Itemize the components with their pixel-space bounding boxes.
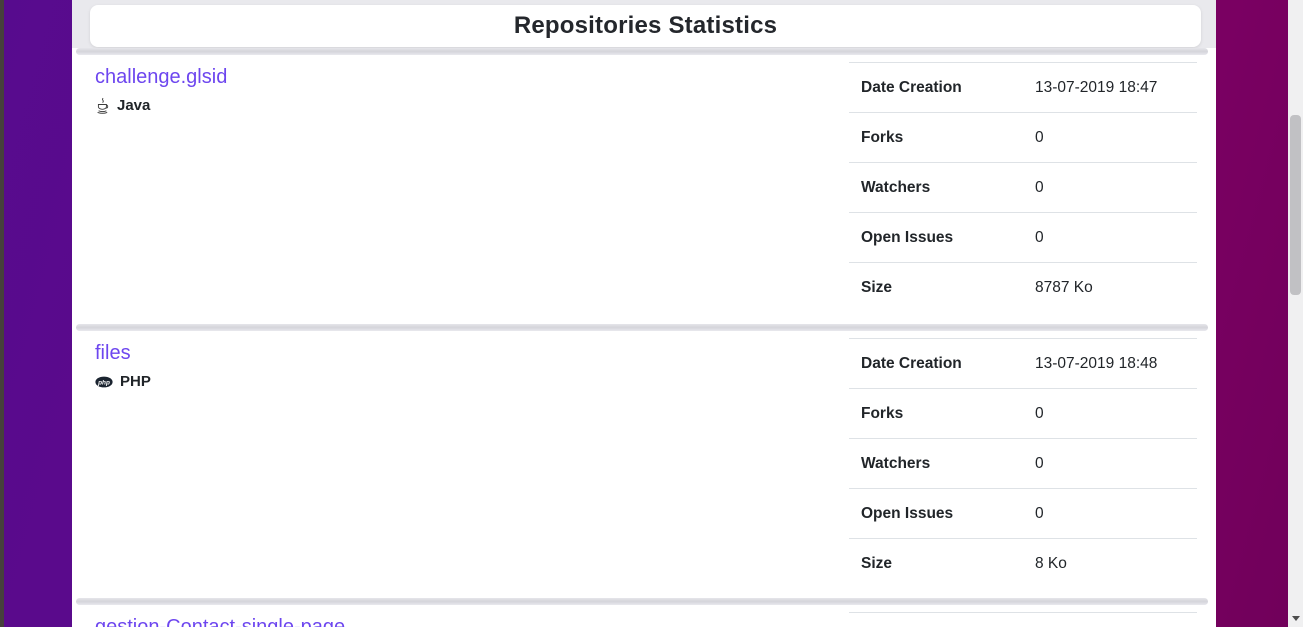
scrollbar-down-button[interactable]	[1288, 609, 1303, 627]
stats-row: Date Creation 13-07-2019 18:47	[849, 62, 1197, 112]
section-divider	[76, 324, 1208, 331]
stats-row: Date Creation 13-07-2019 18:48	[849, 338, 1197, 388]
stats-row: Size 8787 Ko	[849, 262, 1197, 312]
stats-row: Watchers 0	[849, 438, 1197, 488]
desktop-left-edge	[0, 0, 4, 627]
stats-row: Forks 0	[849, 388, 1197, 438]
scrollbar-thumb[interactable]	[1290, 115, 1301, 295]
stat-label: Date Creation	[861, 79, 962, 96]
repo-stats-table: Date Creation 13-07-2019 18:47 Forks 0 W…	[849, 62, 1197, 312]
stat-label: Forks	[861, 405, 904, 422]
repo-name-link[interactable]: gestion-Contact-single-page	[95, 616, 346, 627]
stat-label: Forks	[861, 129, 904, 146]
section-divider	[76, 48, 1208, 55]
repo-card: files php PHP Date Creation 13-07-2019 1…	[72, 331, 1216, 598]
stat-value: 13-07-2019 18:47	[1035, 79, 1158, 96]
stat-label: Size	[861, 279, 893, 296]
stat-value: 0	[1035, 505, 1044, 522]
repo-card: gestion-Contact-single-page	[72, 605, 1216, 627]
java-icon	[95, 97, 110, 114]
repo-card: challenge.glsid Java Date Creation 13	[72, 55, 1216, 324]
stat-label: Open Issues	[861, 229, 954, 246]
stat-label: Open Issues	[861, 505, 954, 522]
stat-label: Date Creation	[861, 355, 962, 372]
stat-label: Size	[861, 555, 893, 572]
repo-language-label: PHP	[120, 373, 151, 390]
repo-language-row: Java	[95, 97, 1216, 114]
stat-value: 0	[1035, 405, 1044, 422]
stat-label: Watchers	[861, 179, 931, 196]
stat-value: 13-07-2019 18:48	[1035, 355, 1158, 372]
stats-row: Size 8 Ko	[849, 538, 1197, 588]
stat-label: Watchers	[861, 455, 931, 472]
stats-row: Forks 0	[849, 112, 1197, 162]
stat-value: 8787 Ko	[1035, 279, 1093, 296]
repo-language-row: php PHP	[95, 373, 1216, 390]
page-title-card: Repositories Statistics	[90, 5, 1201, 47]
repo-language-label: Java	[117, 97, 151, 114]
svg-text:php: php	[97, 379, 110, 386]
stat-value: 8 Ko	[1035, 555, 1067, 572]
php-icon: php	[95, 376, 113, 388]
stat-value: 0	[1035, 129, 1044, 146]
scrollbar-track[interactable]	[1288, 0, 1303, 627]
chevron-down-icon	[1291, 616, 1300, 621]
stats-row: Watchers 0	[849, 162, 1197, 212]
stat-value: 0	[1035, 229, 1044, 246]
repo-name-link[interactable]: files	[95, 342, 131, 364]
repo-name-link[interactable]: challenge.glsid	[95, 66, 228, 88]
page-header-area: Repositories Statistics	[72, 0, 1216, 48]
page-content: Repositories Statistics challenge.glsid	[72, 0, 1216, 627]
stat-value: 0	[1035, 179, 1044, 196]
repo-stats-table: Date Creation 13-07-2019 18:48 Forks 0 W…	[849, 338, 1197, 588]
repo-stats-table	[849, 612, 1197, 627]
stat-value: 0	[1035, 455, 1044, 472]
section-divider	[76, 598, 1208, 605]
page-title: Repositories Statistics	[513, 12, 778, 39]
stats-row: Open Issues 0	[849, 212, 1197, 262]
stats-row: Open Issues 0	[849, 488, 1197, 538]
